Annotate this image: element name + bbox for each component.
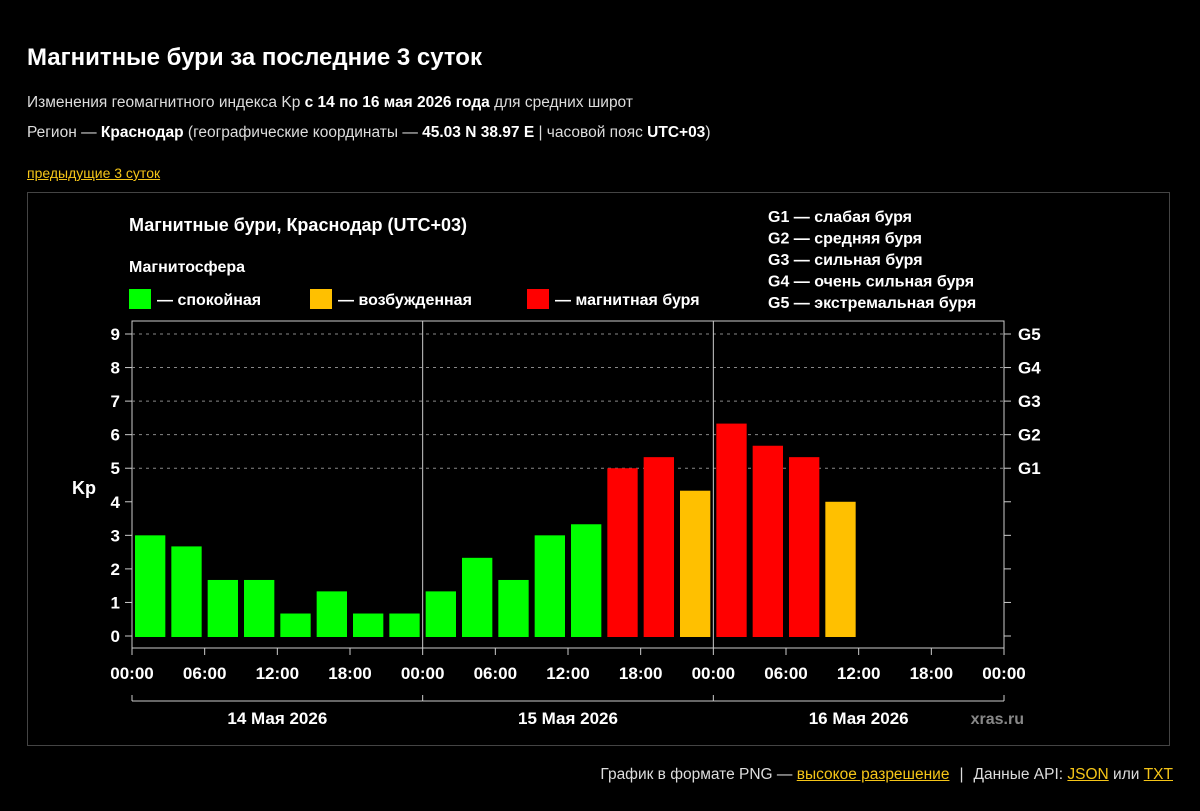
day-label-2: 15 Мая 2026 [518, 709, 618, 728]
x-tick-label-5: 00:00 [401, 664, 444, 683]
subtitle-dates: с 14 по 16 мая 2026 года [304, 94, 490, 111]
x-tick-label-9: 00:00 [692, 664, 735, 683]
tz-label: | часовой пояс [534, 124, 648, 141]
bar-5 [280, 613, 311, 637]
legend-label-3: — магнитная буря [555, 292, 700, 309]
bar-14 [607, 468, 638, 637]
y-tick-label-0: 0 [111, 627, 120, 646]
bar-19 [789, 457, 820, 637]
bar-16 [680, 490, 711, 637]
x-tick-label-3: 12:00 [256, 664, 299, 683]
g-legend-1: G1 — слабая буря [768, 209, 912, 226]
x-tick-label-4: 18:00 [328, 664, 371, 683]
x-tick-label-13: 00:00 [982, 664, 1025, 683]
y-tick-label-3: 3 [111, 526, 120, 545]
region-city: Краснодар [100, 124, 184, 141]
legend-swatch-3 [527, 289, 549, 309]
subtitle-period: Изменения геомагнитного индекса Kp с 14 … [27, 94, 633, 112]
bar-17 [716, 423, 747, 637]
y-tick-label-6: 6 [111, 426, 120, 445]
bar-9 [425, 591, 456, 637]
bar-3 [207, 579, 238, 637]
x-tick-label-8: 18:00 [619, 664, 662, 683]
g-legend-5: G5 — экстремальная буря [768, 295, 976, 312]
bar-12 [534, 535, 565, 637]
y-tick-label-7: 7 [111, 392, 120, 411]
coords-value: 45.03 N 38.97 E [422, 124, 535, 141]
watermark: xras.ru [971, 711, 1024, 728]
g-legend-3: G3 — сильная буря [768, 252, 923, 269]
api-label: Данные API: [973, 766, 1068, 783]
x-tick-label-6: 06:00 [474, 664, 517, 683]
previous-3-days-link[interactable]: предыдущие 3 суток [27, 165, 161, 181]
x-tick-label-1: 00:00 [110, 664, 153, 683]
x-tick-label-10: 06:00 [764, 664, 807, 683]
y-tick-label-4: 4 [111, 493, 121, 512]
bar-13 [571, 524, 602, 637]
bar-20 [825, 501, 856, 637]
g-scale-label-g5: G5 [1018, 325, 1041, 344]
y-tick-label-1: 1 [111, 593, 120, 612]
bar-10 [462, 557, 493, 637]
legend-swatch-2 [310, 289, 332, 309]
g-legend-4: G4 — очень сильная буря [768, 274, 974, 291]
bar-2 [171, 546, 202, 637]
g-scale-label-g2: G2 [1018, 426, 1041, 445]
subtitle-text: Изменения геомагнитного индекса Kp [27, 94, 305, 111]
y-tick-label-5: 5 [111, 459, 120, 478]
coords-label: (географические координаты — [183, 124, 423, 141]
bar-11 [498, 579, 529, 637]
bar-1 [135, 535, 166, 637]
legend-label-2: — возбужденная [338, 292, 472, 309]
x-tick-label-11: 12:00 [837, 664, 880, 683]
bar-18 [752, 445, 783, 637]
y-axis-label: Kp [72, 478, 96, 498]
bar-4 [244, 579, 275, 637]
chart-frame: Магнитные бури, Краснодар (UTC+03) Магнит… [27, 192, 1170, 746]
x-tick-label-7: 12:00 [546, 664, 589, 683]
g-legend-2: G2 — средняя буря [768, 231, 922, 248]
legend-label-1: — спокойная [157, 292, 261, 309]
y-tick-label-9: 9 [111, 325, 120, 344]
day-label-1: 14 Мая 2026 [227, 709, 327, 728]
bar-7 [353, 613, 384, 637]
chart-title: Магнитные бури, Краснодар (UTC+03) [129, 215, 467, 235]
y-tick-label-8: 8 [111, 359, 120, 378]
subtitle-region: Регион — Краснодар (географические коорд… [27, 124, 710, 142]
region-label: Регион — [27, 124, 101, 141]
g-scale-label-g3: G3 [1018, 392, 1041, 411]
json-link[interactable]: JSON [1067, 766, 1109, 783]
x-tick-label-12: 18:00 [910, 664, 953, 683]
magnetosphere-label: Магнитосфера [129, 259, 245, 276]
legend-swatch-1 [129, 289, 151, 309]
high-resolution-link[interactable]: высокое разрешение [796, 766, 950, 783]
bar-8 [389, 613, 420, 637]
footer-separator: | [959, 766, 964, 783]
bar-15 [643, 457, 674, 637]
y-tick-label-2: 2 [111, 560, 120, 579]
bar-6 [316, 591, 347, 637]
x-tick-label-2: 06:00 [183, 664, 226, 683]
png-label: График в формате PNG — [600, 766, 797, 783]
g-scale-label-g4: G4 [1018, 359, 1041, 378]
day-label-3: 16 Мая 2026 [809, 709, 909, 728]
g-scale-label-g1: G1 [1018, 459, 1041, 478]
page-title: Магнитные бури за последние 3 суток [27, 44, 482, 71]
or-text: или [1108, 766, 1144, 783]
subtitle-text-end: для средних широт [489, 94, 633, 111]
tz-value: UTC+03 [647, 124, 706, 141]
region-end: ) [705, 124, 711, 141]
txt-link[interactable]: TXT [1143, 766, 1173, 783]
kp-chart: Магнитные бури, Краснодар (UTC+03) Магнит… [72, 209, 1041, 728]
footer: График в формате PNG — высокое разрешени… [600, 766, 1173, 784]
